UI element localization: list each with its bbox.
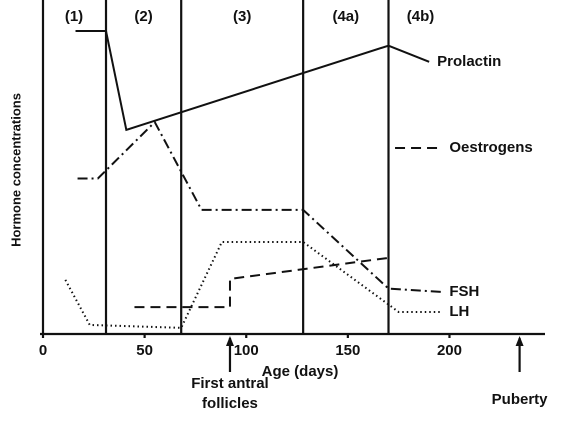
x-axis-label: Age (days) <box>262 363 339 380</box>
x-tick-label: 150 <box>335 342 360 359</box>
annotation-text: Puberty <box>492 391 549 408</box>
arrow-head <box>225 336 234 346</box>
series-label: Prolactin <box>437 53 501 70</box>
phase-label: (3) <box>233 8 251 25</box>
y-axis-label: Hormone concentrations <box>8 93 23 247</box>
arrow-head <box>515 336 524 346</box>
series-line <box>77 120 442 293</box>
series-line <box>75 30 430 132</box>
series-line <box>64 240 442 329</box>
x-tick-label: 50 <box>136 342 153 359</box>
annotation-text: follicles <box>202 395 258 412</box>
x-tick-label: 100 <box>234 342 259 359</box>
series-label: LH <box>449 303 469 320</box>
series-label: FSH <box>449 283 479 300</box>
phase-label: (2) <box>134 8 152 25</box>
series-label: Oestrogens <box>449 139 532 156</box>
series-line <box>134 147 442 309</box>
phase-label: (1) <box>65 8 83 25</box>
phase-label: (4b) <box>407 8 435 25</box>
phase-label: (4a) <box>332 8 359 25</box>
x-tick-label: 0 <box>39 342 47 359</box>
annotation-text: First antral <box>191 375 269 392</box>
x-tick-label: 200 <box>437 342 462 359</box>
